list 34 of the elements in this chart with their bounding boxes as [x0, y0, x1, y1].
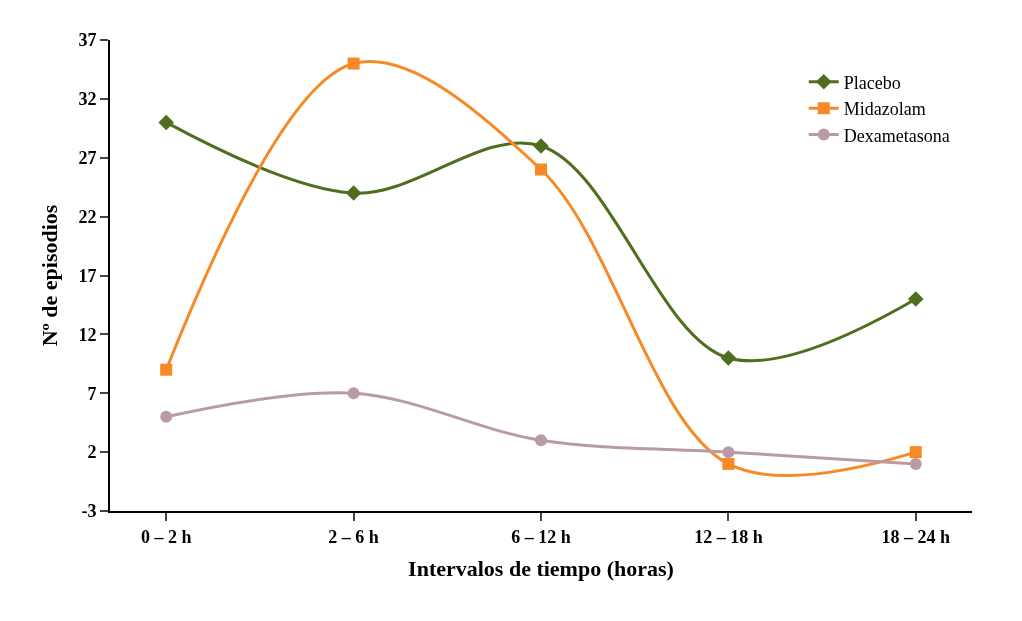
- x-axis-title: Intervalos de tiempo (horas): [408, 556, 674, 581]
- point: [535, 163, 547, 176]
- y-tick-label: 37: [78, 30, 97, 51]
- point: [722, 457, 735, 470]
- y-tick-label: 27: [78, 148, 97, 169]
- legend-label: Dexametasona: [843, 125, 950, 146]
- y-tick-label: 22: [78, 206, 97, 227]
- point: [535, 434, 547, 447]
- point: [347, 387, 360, 400]
- point: [907, 291, 924, 307]
- point: [720, 350, 737, 366]
- x-tick-label: 18 – 24 h: [881, 526, 951, 547]
- legend-label: Placebo: [843, 72, 901, 93]
- y-axis-title: Nº de episodios: [36, 204, 62, 347]
- y-tick-label: 17: [78, 265, 97, 286]
- point: [160, 363, 173, 376]
- point: [160, 410, 173, 423]
- x-tick-label: 0 – 2 h: [140, 526, 192, 547]
- point: [345, 185, 362, 201]
- point: [909, 457, 922, 470]
- y-tick-label: 7: [87, 383, 97, 404]
- x-tick-label: 6 – 12 h: [511, 526, 571, 547]
- point: [158, 114, 175, 131]
- x-tick-label: 2 – 6 h: [328, 526, 379, 547]
- y-tick-label: 2: [87, 442, 97, 463]
- point: [909, 446, 922, 459]
- x-tick-label: 12 – 18 h: [694, 526, 763, 547]
- point: [347, 57, 360, 70]
- y-tick-label: -3: [81, 501, 97, 522]
- point: [722, 446, 735, 459]
- y-tick-label: 12: [78, 324, 97, 345]
- y-tick-label: 32: [78, 89, 97, 110]
- point: [533, 138, 549, 154]
- legend-label: Midazolam: [843, 99, 926, 120]
